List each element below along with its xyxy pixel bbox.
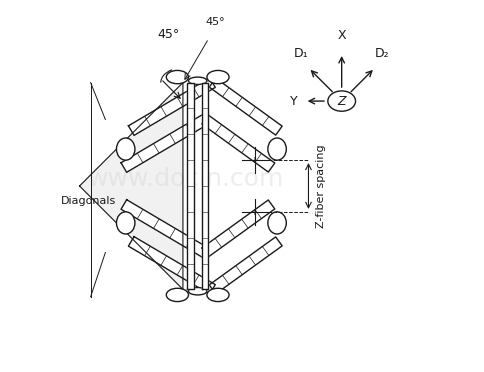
Ellipse shape bbox=[188, 288, 207, 295]
Ellipse shape bbox=[188, 77, 207, 84]
Polygon shape bbox=[202, 200, 275, 257]
Ellipse shape bbox=[166, 70, 188, 84]
Text: +: + bbox=[252, 155, 258, 165]
Polygon shape bbox=[209, 237, 282, 294]
Polygon shape bbox=[121, 200, 208, 257]
Text: X: X bbox=[337, 29, 346, 42]
Text: 45°: 45° bbox=[205, 17, 225, 27]
Ellipse shape bbox=[207, 288, 229, 302]
Polygon shape bbox=[187, 83, 194, 289]
Text: Y: Y bbox=[290, 94, 297, 108]
Ellipse shape bbox=[207, 70, 229, 84]
Ellipse shape bbox=[117, 138, 135, 160]
Polygon shape bbox=[128, 78, 215, 135]
Text: Z: Z bbox=[337, 94, 346, 108]
Polygon shape bbox=[121, 115, 208, 172]
Ellipse shape bbox=[328, 91, 356, 111]
Text: D₁: D₁ bbox=[294, 48, 308, 61]
Polygon shape bbox=[128, 237, 215, 294]
Ellipse shape bbox=[166, 288, 188, 302]
Ellipse shape bbox=[268, 212, 287, 234]
Polygon shape bbox=[202, 83, 209, 289]
Ellipse shape bbox=[117, 212, 135, 234]
Text: 45°: 45° bbox=[157, 28, 179, 41]
Ellipse shape bbox=[268, 138, 287, 160]
Text: Z-fiber spacing: Z-fiber spacing bbox=[316, 144, 326, 228]
Text: www.docin.com: www.docin.com bbox=[89, 167, 285, 190]
Polygon shape bbox=[209, 78, 282, 135]
Text: +: + bbox=[252, 207, 258, 217]
Text: D₂: D₂ bbox=[375, 48, 390, 61]
Polygon shape bbox=[79, 83, 183, 289]
Text: Diagonals: Diagonals bbox=[61, 196, 116, 206]
Polygon shape bbox=[202, 115, 275, 172]
